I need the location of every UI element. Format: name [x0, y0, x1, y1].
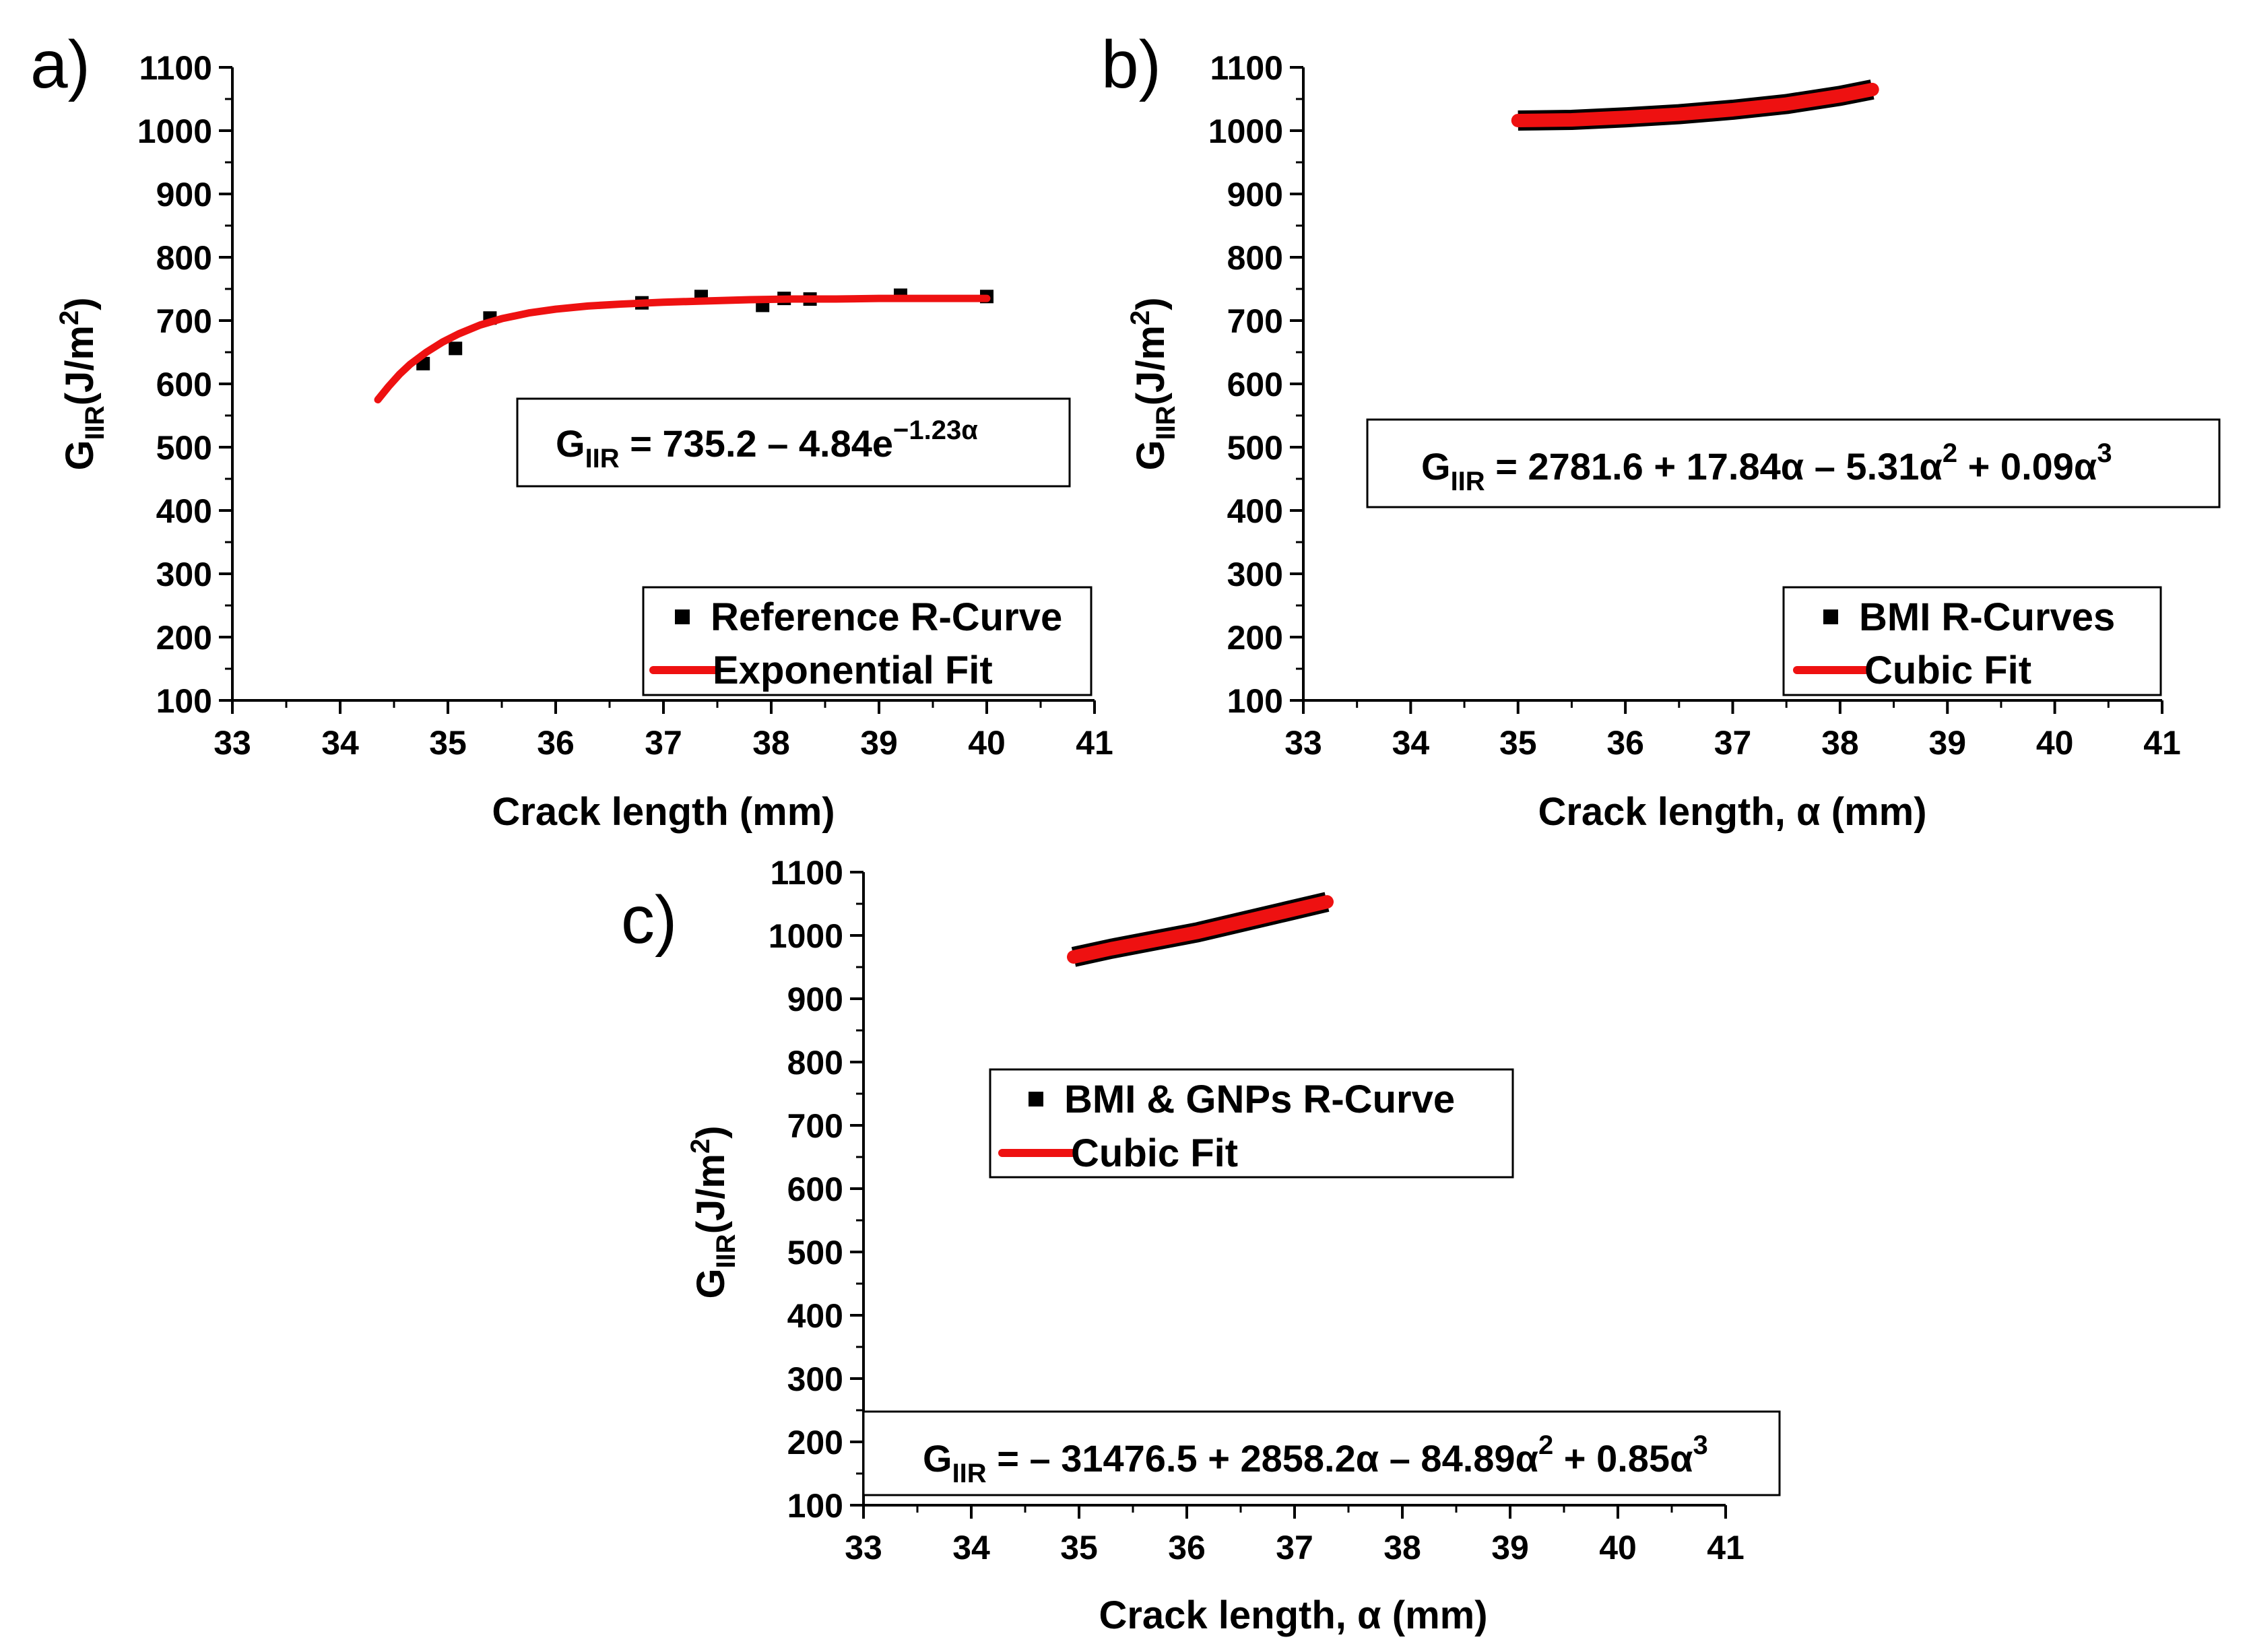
- y-tick-label: 100: [156, 682, 212, 720]
- y-tick-label: 200: [156, 619, 212, 657]
- y-axis-title: GIIR(J/m2): [1126, 297, 1181, 470]
- x-tick-label: 38: [752, 724, 790, 762]
- y-tick-label: 200: [787, 1424, 843, 1461]
- legend-label: Cubic Fit: [1071, 1131, 1238, 1175]
- x-tick-label: 37: [645, 724, 682, 762]
- x-tick-label: 41: [2143, 724, 2181, 762]
- y-tick-label: 700: [156, 302, 212, 340]
- legend-marker: [1029, 1092, 1043, 1106]
- equation-text: GIIR = 2781.6 + 17.84α – 5.31α2 + 0.09α3: [1421, 438, 2112, 496]
- y-tick-label: 600: [156, 366, 212, 403]
- x-tick-label: 38: [1383, 1529, 1421, 1566]
- y-tick-label: 300: [787, 1360, 843, 1398]
- x-tick-label: 35: [1499, 724, 1537, 762]
- x-tick-label: 35: [1060, 1529, 1098, 1566]
- data-point: [449, 341, 463, 356]
- y-tick-label: 1000: [1208, 112, 1283, 150]
- x-tick-label: 35: [429, 724, 467, 762]
- legend-label: BMI & GNPs R-Curve: [1064, 1078, 1455, 1121]
- y-tick-label: 800: [1227, 239, 1283, 277]
- equation-box: [516, 397, 1071, 488]
- y-tick-label: 100: [787, 1487, 843, 1525]
- y-tick-label: 1100: [139, 49, 212, 87]
- y-tick-label: 500: [156, 429, 212, 467]
- fit-curve: [1511, 82, 1879, 127]
- x-tick-label: 37: [1714, 724, 1752, 762]
- fit-curve: [374, 294, 991, 403]
- y-tick-label: 200: [1227, 619, 1283, 657]
- y-axis-title: GIIR(J/m2): [686, 1125, 741, 1298]
- legend-box: [642, 586, 1093, 696]
- y-tick-label: 400: [156, 492, 212, 530]
- panel-letter: c): [621, 882, 677, 958]
- x-tick-label: 38: [1821, 724, 1859, 762]
- y-tick-label: 300: [1227, 556, 1283, 593]
- y-tick-label: 600: [787, 1170, 843, 1208]
- x-tick-label: 33: [214, 724, 251, 762]
- equation-text: GIIR = 735.2 – 4.84e−1.23α: [556, 416, 978, 473]
- x-tick-label: 39: [860, 724, 898, 762]
- y-tick-label: 600: [1227, 366, 1283, 403]
- equation-box: [862, 1410, 1781, 1496]
- y-tick-label: 1100: [1210, 49, 1283, 87]
- y-tick-label: 500: [1227, 429, 1283, 467]
- x-tick-label: 34: [952, 1529, 990, 1566]
- y-tick-label: 300: [156, 556, 212, 593]
- x-tick-label: 40: [2036, 724, 2074, 762]
- x-tick-label: 37: [1276, 1529, 1313, 1566]
- x-tick-label: 41: [1707, 1529, 1745, 1566]
- y-tick-label: 700: [1227, 302, 1283, 340]
- legend-marker: [675, 609, 690, 624]
- equation-box: [1366, 418, 2221, 508]
- x-tick-label: 40: [1599, 1529, 1637, 1566]
- y-tick-label: 1000: [137, 112, 212, 150]
- x-tick-label: 39: [1491, 1529, 1529, 1566]
- panel-letter: b): [1101, 27, 1161, 102]
- y-tick-label: 100: [1227, 682, 1283, 720]
- legend-label: BMI R-Curves: [1859, 595, 2115, 639]
- y-tick-label: 900: [1227, 176, 1283, 213]
- chart-panel-b: b) 100 200 300 400 500 600 700 800 900 1000 1100 33 3…: [1101, 27, 2221, 834]
- x-tick-label: 36: [537, 724, 575, 762]
- chart-panel-a: a) 100 200 300 400 500 600 700 800 900 1000 1100 33 3…: [30, 27, 1113, 834]
- legend-label: Cubic Fit: [1864, 649, 2031, 692]
- y-tick-label: 800: [156, 239, 212, 277]
- legend-box: [989, 1068, 1514, 1179]
- y-tick-label: 900: [787, 981, 843, 1018]
- x-tick-label: 36: [1168, 1529, 1206, 1566]
- y-tick-label: 1100: [771, 854, 843, 892]
- equation-text: GIIR = – 31476.5 + 2858.2α – 84.89α2 + 0…: [923, 1430, 1708, 1488]
- x-axis-title: Crack length (mm): [492, 790, 835, 834]
- x-axis-title: Crack length, α (mm): [1538, 790, 1926, 834]
- x-tick-label: 33: [845, 1529, 882, 1566]
- y-tick-label: 900: [156, 176, 212, 213]
- x-axis-title: Crack length, α (mm): [1099, 1593, 1487, 1637]
- x-tick-label: 39: [1928, 724, 1966, 762]
- x-tick-label: 34: [321, 724, 359, 762]
- legend-label: Exponential Fit: [713, 649, 993, 692]
- x-tick-label: 34: [1392, 724, 1430, 762]
- legend-box: [1782, 586, 2162, 696]
- y-tick-label: 400: [1227, 492, 1283, 530]
- legend-marker: [1823, 609, 1838, 624]
- y-tick-label: 1000: [769, 917, 843, 955]
- panel-letter: a): [30, 27, 90, 102]
- y-tick-label: 800: [787, 1044, 843, 1082]
- x-tick-label: 41: [1076, 724, 1113, 762]
- y-tick-label: 500: [787, 1234, 843, 1271]
- fit-curve: [1067, 895, 1334, 964]
- y-tick-label: 400: [787, 1297, 843, 1335]
- x-tick-label: 36: [1606, 724, 1644, 762]
- x-tick-label: 33: [1284, 724, 1322, 762]
- x-tick-label: 40: [968, 724, 1006, 762]
- chart-panel-c: c) 100 200 300 400 500 600 700 800 900 1000 1100 33 3…: [621, 854, 1781, 1637]
- legend-label: Reference R-Curve: [711, 595, 1062, 639]
- y-axis-title: GIIR(J/m2): [55, 297, 110, 470]
- y-tick-label: 700: [787, 1107, 843, 1145]
